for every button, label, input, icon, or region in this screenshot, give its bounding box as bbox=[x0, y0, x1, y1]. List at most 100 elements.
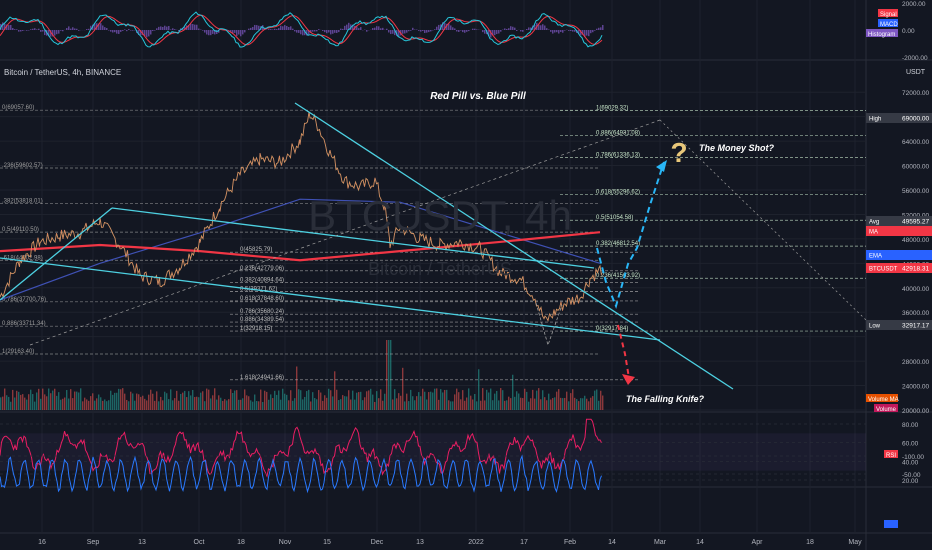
volume-bar bbox=[390, 340, 392, 410]
macd-tick-label: -2000.00 bbox=[902, 55, 928, 62]
macd-histogram-bar bbox=[72, 27, 74, 30]
volume-bar bbox=[202, 391, 204, 410]
time-tick-label: Nov bbox=[279, 539, 292, 546]
volume-bar bbox=[552, 398, 554, 410]
macd-histogram-bar bbox=[508, 28, 510, 30]
volume-bar bbox=[472, 399, 474, 410]
macd-histogram-bar bbox=[254, 24, 256, 30]
macd-histogram-bar bbox=[582, 30, 584, 35]
volume-bar bbox=[90, 396, 92, 410]
volume-bar bbox=[528, 401, 530, 410]
volume-bar bbox=[522, 398, 524, 410]
time-tick-label: 13 bbox=[416, 539, 424, 546]
volume-bar bbox=[342, 395, 344, 410]
volume-bar bbox=[256, 401, 258, 410]
volume-bar bbox=[480, 400, 482, 410]
macd-panel: 2000.00 0.00 -2000.00 bbox=[0, 1, 928, 62]
volume-bar bbox=[530, 398, 532, 410]
volume-bar bbox=[434, 388, 436, 410]
macd-histogram-bar bbox=[404, 30, 406, 34]
volume-bar bbox=[178, 400, 180, 410]
volume-bar bbox=[220, 397, 222, 410]
volume-bar bbox=[576, 399, 578, 410]
volume-bar bbox=[336, 389, 338, 410]
volume-bar bbox=[384, 393, 386, 410]
macd-histogram-bar bbox=[488, 30, 490, 36]
macd-histogram-bar bbox=[498, 30, 500, 34]
volume-bar bbox=[392, 399, 394, 410]
volume-bar bbox=[122, 388, 124, 410]
macd-histogram-bar bbox=[540, 25, 542, 30]
volume-bar bbox=[210, 398, 212, 410]
price-badge bbox=[866, 250, 932, 260]
macd-histogram-bar bbox=[462, 30, 464, 33]
volume-bar bbox=[158, 401, 160, 410]
macd-histogram-bar bbox=[572, 30, 574, 32]
volume-bar bbox=[396, 398, 398, 410]
macd-histogram-bar bbox=[460, 30, 462, 31]
volume-bar bbox=[190, 395, 192, 410]
volume-bar bbox=[518, 393, 520, 410]
volume-bar bbox=[276, 394, 278, 410]
volume-bar bbox=[96, 398, 98, 410]
volume-bar bbox=[4, 388, 6, 410]
volume-bar bbox=[112, 394, 114, 410]
volume-bar bbox=[110, 390, 112, 410]
macd-histogram-bar bbox=[318, 29, 320, 30]
macd-histogram-bar bbox=[2, 22, 4, 30]
time-tick-label: 17 bbox=[520, 539, 528, 546]
volume-bar bbox=[504, 400, 506, 410]
osc-tick-label: -50.00 bbox=[902, 472, 921, 479]
volume-bar bbox=[332, 396, 334, 410]
volume-bar bbox=[560, 397, 562, 410]
macd-histogram-bar bbox=[26, 30, 28, 31]
volume-bar bbox=[502, 390, 504, 410]
macd-histogram-bar bbox=[438, 24, 440, 30]
osc-tick-label: -100.00 bbox=[902, 454, 924, 461]
volume-bar bbox=[490, 388, 492, 410]
macd-histogram-bar bbox=[286, 25, 288, 30]
price-badge-label: BTCUSDT bbox=[869, 267, 898, 273]
macd-histogram-bar bbox=[230, 30, 232, 33]
volume-bar bbox=[60, 399, 62, 410]
macd-histogram-bar bbox=[152, 30, 154, 32]
macd-histogram-bar bbox=[586, 30, 588, 36]
volume-bar bbox=[286, 394, 288, 410]
macd-histogram-bar bbox=[452, 27, 454, 30]
volume-bar bbox=[34, 401, 36, 410]
volume-bar bbox=[572, 389, 574, 410]
macd-histogram-bar bbox=[312, 30, 314, 32]
volume-bar bbox=[36, 392, 38, 410]
volume-bar bbox=[138, 394, 140, 410]
time-tick-label: Oct bbox=[194, 539, 205, 546]
volume-bar bbox=[80, 388, 82, 410]
volume-bar bbox=[476, 401, 478, 410]
bear-arrowhead-icon bbox=[622, 374, 635, 385]
macd-histogram-bar bbox=[288, 26, 290, 30]
macd-histogram-bar bbox=[78, 30, 80, 31]
price-badge-label: Avg bbox=[869, 220, 879, 226]
volume-bar bbox=[258, 401, 260, 410]
macd-histogram-bar bbox=[336, 30, 338, 33]
price-badge bbox=[866, 226, 932, 236]
macd-histogram-bar bbox=[344, 25, 346, 30]
macd-histogram-bar bbox=[454, 28, 456, 30]
volume-bar bbox=[58, 392, 60, 410]
volume-bar bbox=[588, 401, 590, 410]
volume-bar bbox=[520, 397, 522, 410]
macd-histogram-bar bbox=[124, 29, 126, 30]
macd-histogram-bar bbox=[104, 27, 106, 30]
upper-channel-line bbox=[111, 207, 595, 269]
macd-histogram-bar bbox=[12, 28, 14, 30]
volume-bar bbox=[478, 369, 480, 410]
macd-histogram-bar bbox=[564, 30, 566, 31]
macd-histogram-bar bbox=[60, 30, 62, 31]
volume-bar bbox=[174, 398, 176, 410]
volume-bar bbox=[248, 396, 250, 410]
volume-bar bbox=[288, 400, 290, 410]
macd-histogram-bar bbox=[10, 24, 12, 30]
macd-histogram-bar bbox=[490, 30, 492, 38]
volume-bar bbox=[512, 374, 514, 410]
price-tick-label: 20000.00 bbox=[902, 408, 929, 415]
